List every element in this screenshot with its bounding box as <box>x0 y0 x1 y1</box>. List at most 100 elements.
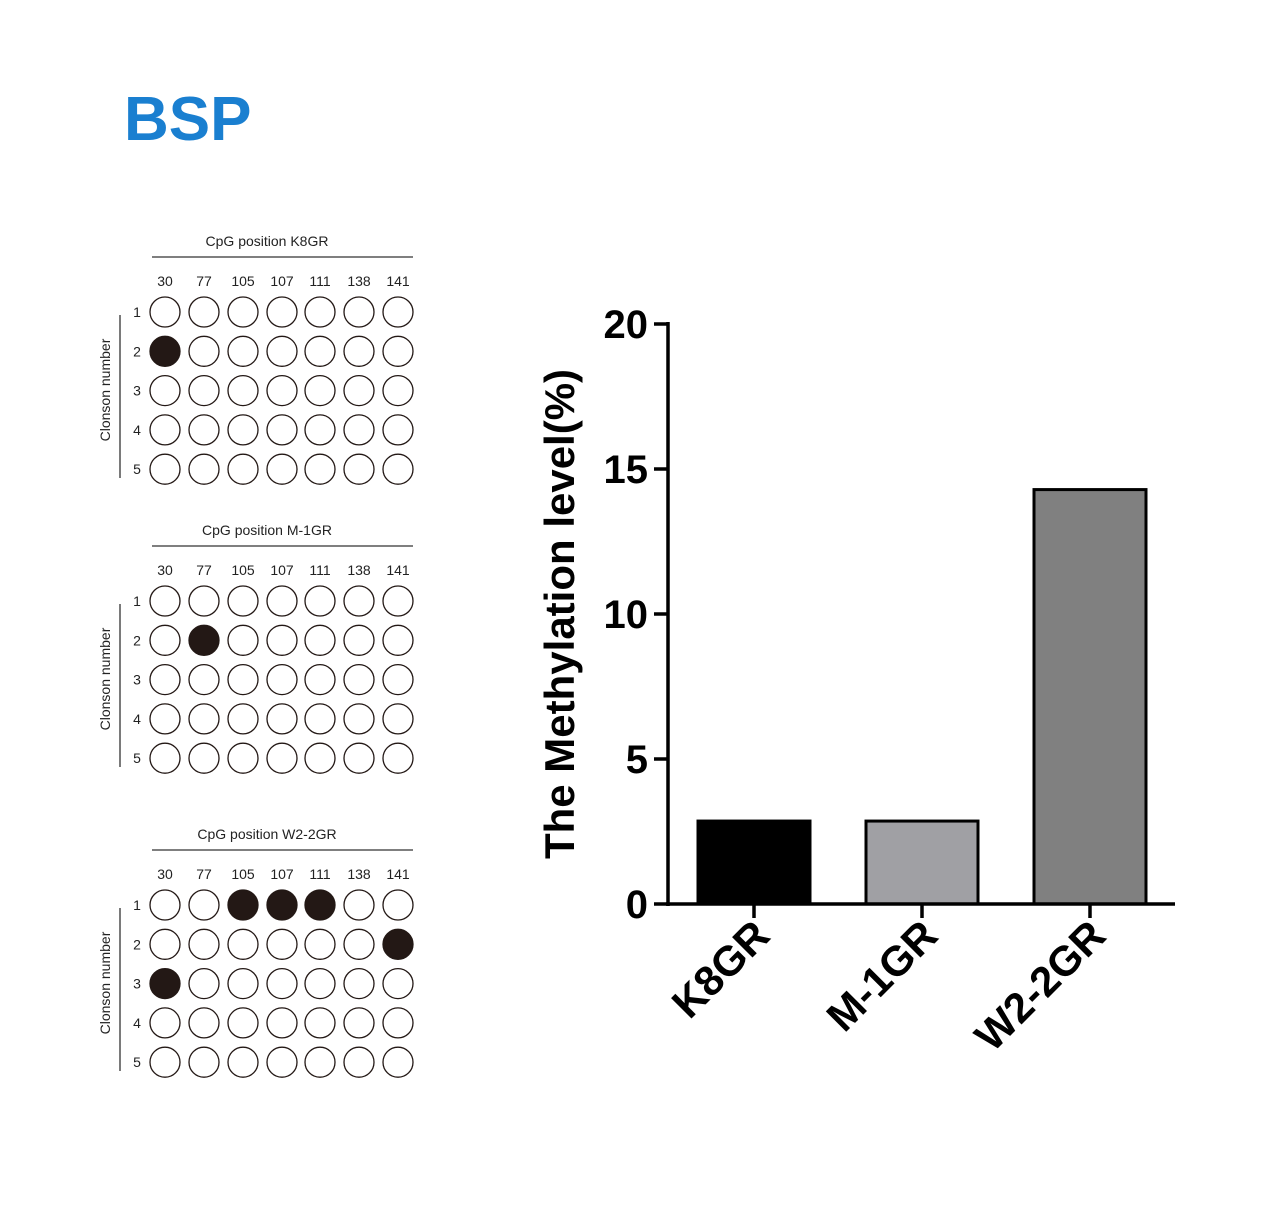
unmethylated-cpg-dot <box>304 703 336 735</box>
x-tick-label: W2-2GR <box>966 911 1115 1060</box>
figure-title: BSP <box>124 85 251 154</box>
unmethylated-cpg-dot <box>149 703 181 735</box>
unmethylated-cpg-dot <box>304 335 336 367</box>
bar-chart: 0 5 10 15 20 K8GR M-1GR W2-2GR The Methylation l… <box>536 303 1175 1060</box>
unmethylated-cpg-dot <box>149 453 181 485</box>
unmethylated-cpg-dot <box>304 928 336 960</box>
cpg-position-label: 105 <box>231 866 255 882</box>
methylated-cpg-dot <box>227 889 259 921</box>
unmethylated-cpg-dot <box>188 374 220 407</box>
panel-title: CpG position W2-2GR <box>197 826 336 842</box>
unmethylated-cpg-dot <box>149 1007 181 1039</box>
unmethylated-cpg-dot <box>382 703 414 735</box>
unmethylated-cpg-dot <box>227 967 259 1000</box>
cpg-position-label: 138 <box>347 562 371 578</box>
unmethylated-cpg-dot <box>343 967 375 1000</box>
clone-number: 2 <box>133 632 141 648</box>
unmethylated-cpg-dot <box>188 928 220 960</box>
methylated-cpg-dot <box>266 889 298 921</box>
unmethylated-cpg-dot <box>266 414 298 446</box>
unmethylated-cpg-dot <box>343 663 375 696</box>
lollipop-panel-0: CpG position K8GR 30 77 105 107 111 138 141 Clon… <box>97 233 414 485</box>
cpg-position-label: 105 <box>231 273 255 289</box>
unmethylated-cpg-dot <box>343 374 375 407</box>
unmethylated-cpg-dot <box>382 296 414 328</box>
unmethylated-cpg-dot <box>343 1046 375 1078</box>
unmethylated-cpg-dot <box>382 414 414 446</box>
cpg-position-label: 107 <box>270 866 294 882</box>
cpg-position-label: 138 <box>347 866 371 882</box>
unmethylated-cpg-dot <box>188 1007 220 1039</box>
unmethylated-cpg-dot <box>382 742 414 774</box>
y-tick-label: 0 <box>626 883 648 927</box>
unmethylated-cpg-dot <box>188 585 220 617</box>
cpg-position-label: 111 <box>309 273 330 289</box>
unmethylated-cpg-dot <box>227 928 259 960</box>
unmethylated-cpg-dot <box>343 335 375 367</box>
clone-number: 3 <box>133 383 141 399</box>
lollipop-panel-2: CpG position W2-2GR 30 77 105 107 111 138 141 Cl… <box>97 826 414 1078</box>
unmethylated-cpg-dot <box>266 624 298 656</box>
clone-number: 1 <box>133 593 141 609</box>
clone-number: 4 <box>133 422 141 438</box>
unmethylated-cpg-dot <box>149 585 181 617</box>
unmethylated-cpg-dot <box>227 453 259 485</box>
panel-title: CpG position M-1GR <box>202 522 332 538</box>
unmethylated-cpg-dot <box>149 1046 181 1078</box>
x-tick-label: M-1GR <box>817 911 946 1040</box>
unmethylated-cpg-dot <box>343 742 375 774</box>
y-tick-label: 20 <box>604 303 649 347</box>
unmethylated-cpg-dot <box>266 585 298 617</box>
unmethylated-cpg-dot <box>227 663 259 696</box>
unmethylated-cpg-dot <box>304 1046 336 1078</box>
methylated-cpg-dot <box>382 928 414 960</box>
unmethylated-cpg-dot <box>343 414 375 446</box>
unmethylated-cpg-dot <box>188 742 220 774</box>
unmethylated-cpg-dot <box>266 663 298 696</box>
y-tick-label: 10 <box>604 593 649 637</box>
panel-title: CpG position K8GR <box>206 233 329 249</box>
unmethylated-cpg-dot <box>382 967 414 1000</box>
unmethylated-cpg-dot <box>304 967 336 1000</box>
unmethylated-cpg-dot <box>227 1046 259 1078</box>
clone-axis-label: Clonson number <box>97 627 113 730</box>
unmethylated-cpg-dot <box>188 663 220 696</box>
clone-number: 5 <box>133 1054 141 1070</box>
x-tick-label: K8GR <box>663 911 779 1027</box>
unmethylated-cpg-dot <box>343 703 375 735</box>
unmethylated-cpg-dot <box>149 296 181 328</box>
unmethylated-cpg-dot <box>188 296 220 328</box>
unmethylated-cpg-dot <box>188 1046 220 1078</box>
unmethylated-cpg-dot <box>227 1007 259 1039</box>
unmethylated-cpg-dot <box>266 1007 298 1039</box>
unmethylated-cpg-dot <box>227 585 259 617</box>
methylated-cpg-dot <box>188 624 220 656</box>
bar-w2-2gr <box>1032 488 1148 906</box>
unmethylated-cpg-dot <box>227 335 259 367</box>
cpg-position-label: 141 <box>386 273 410 289</box>
clone-axis-label: Clonson number <box>97 931 113 1034</box>
lollipop-panel-1: CpG position M-1GR 30 77 105 107 111 138 141 Clo… <box>97 522 414 774</box>
bar-k8gr <box>696 819 812 906</box>
unmethylated-cpg-dot <box>266 296 298 328</box>
unmethylated-cpg-dot <box>382 374 414 407</box>
clone-number: 1 <box>133 897 141 913</box>
methylated-cpg-dot <box>304 889 336 921</box>
clone-number: 2 <box>133 343 141 359</box>
unmethylated-cpg-dot <box>227 296 259 328</box>
unmethylated-cpg-dot <box>188 703 220 735</box>
unmethylated-cpg-dot <box>343 624 375 656</box>
unmethylated-cpg-dot <box>304 742 336 774</box>
unmethylated-cpg-dot <box>382 663 414 696</box>
unmethylated-cpg-dot <box>382 585 414 617</box>
unmethylated-cpg-dot <box>188 335 220 367</box>
cpg-position-label: 30 <box>157 562 173 578</box>
unmethylated-cpg-dot <box>149 742 181 774</box>
unmethylated-cpg-dot <box>266 928 298 960</box>
unmethylated-cpg-dot <box>227 703 259 735</box>
cpg-position-label: 77 <box>196 866 212 882</box>
unmethylated-cpg-dot <box>343 1007 375 1039</box>
cpg-position-label: 141 <box>386 562 410 578</box>
